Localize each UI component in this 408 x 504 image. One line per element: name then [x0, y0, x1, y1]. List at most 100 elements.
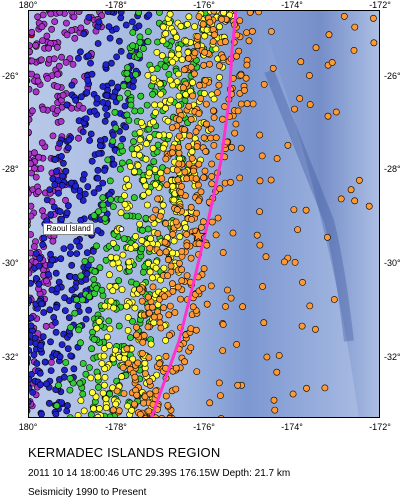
- earthquake-dot: [88, 70, 96, 78]
- earthquake-dot: [31, 149, 38, 157]
- earthquake-dot: [187, 63, 195, 71]
- earthquake-dot: [86, 137, 93, 144]
- earthquake-dot: [340, 12, 348, 20]
- earthquake-dot: [118, 159, 126, 167]
- earthquake-dot: [152, 181, 159, 188]
- earthquake-dot: [159, 23, 167, 31]
- earthquake-dot: [66, 250, 74, 257]
- earthquake-dot: [169, 230, 177, 238]
- seismicity-map[interactable]: [29, 11, 380, 418]
- earthquake-dot: [77, 272, 85, 280]
- earthquake-dot: [206, 18, 214, 26]
- earthquake-dot: [145, 11, 153, 19]
- earthquake-dot: [95, 208, 102, 215]
- earthquake-dot: [29, 398, 32, 406]
- earthquake-dot: [93, 242, 100, 250]
- earthquake-dot: [196, 82, 203, 89]
- earthquake-dot: [306, 302, 314, 310]
- earthquake-dot: [142, 182, 150, 190]
- earthquake-dot: [158, 415, 165, 417]
- earthquake-dot: [85, 14, 93, 21]
- earthquake-dot: [47, 358, 55, 366]
- earthquake-dot: [55, 381, 62, 389]
- earthquake-dot: [53, 402, 61, 410]
- earthquake-dot: [213, 89, 221, 96]
- earthquake-dot: [124, 75, 132, 83]
- earthquake-dot: [195, 110, 203, 117]
- earthquake-dot: [218, 415, 225, 417]
- earthquake-dot: [273, 368, 281, 376]
- earthquake-dot: [200, 174, 207, 181]
- earthquake-dot: [43, 196, 51, 204]
- earthquake-dot: [101, 365, 109, 373]
- earthquake-dot: [51, 181, 59, 189]
- trench-ridge-relief: [264, 69, 354, 342]
- earthquake-dot: [29, 212, 35, 220]
- earthquake-dot: [195, 197, 203, 205]
- earthquake-dot: [106, 413, 114, 417]
- earthquake-dot: [219, 249, 227, 256]
- earthquake-dot: [47, 367, 55, 374]
- earthquake-dot: [200, 90, 208, 97]
- earthquake-dot: [29, 28, 36, 36]
- earthquake-dot: [125, 182, 133, 189]
- earthquake-dot: [112, 124, 120, 132]
- earthquake-dot: [259, 283, 266, 290]
- earthquake-dot: [29, 376, 33, 383]
- earthquake-dot: [58, 181, 66, 189]
- earthquake-dot: [166, 11, 174, 18]
- earthquake-dot: [62, 359, 70, 366]
- earthquake-dot: [44, 271, 52, 278]
- earthquake-dot: [69, 61, 77, 68]
- plate-boundary-line: [150, 11, 238, 417]
- earthquake-dot: [347, 186, 355, 194]
- earthquake-dot: [64, 345, 72, 353]
- earthquake-dot: [156, 360, 163, 368]
- earthquake-dot: [176, 233, 184, 241]
- earthquake-dot: [227, 294, 235, 302]
- earthquake-dot: [64, 144, 72, 152]
- earthquake-dot: [149, 274, 156, 282]
- earthquake-dot: [79, 390, 87, 398]
- earthquake-dot: [182, 224, 190, 232]
- earthquake-dot: [197, 95, 205, 102]
- earthquake-dot: [188, 154, 196, 162]
- earthquake-dot: [162, 155, 170, 163]
- earthquake-dot: [149, 214, 157, 222]
- earthquake-dot: [164, 272, 171, 279]
- earthquake-dot: [94, 166, 102, 174]
- earthquake-dot: [96, 405, 103, 412]
- earthquake-dot: [232, 120, 240, 128]
- earthquake-dot: [86, 364, 93, 371]
- earthquake-dot: [75, 11, 83, 15]
- earthquake-dot: [109, 239, 117, 247]
- earthquake-dot: [167, 262, 175, 270]
- earthquake-dot: [116, 165, 124, 173]
- earthquake-dot: [105, 23, 113, 30]
- earthquake-dot: [73, 250, 81, 257]
- earthquake-dot: [154, 230, 162, 237]
- earthquake-dot: [139, 226, 146, 234]
- earthquake-dot: [116, 37, 123, 45]
- map-frame[interactable]: Raoul Island: [28, 10, 380, 418]
- earthquake-dot: [112, 25, 120, 33]
- earthquake-dot: [187, 203, 195, 211]
- earthquake-dot: [106, 177, 114, 185]
- earthquake-dot: [57, 118, 65, 125]
- earthquake-dot: [124, 64, 131, 72]
- earthquake-dot: [171, 309, 179, 316]
- earthquake-dot: [62, 196, 69, 204]
- earthquake-dot: [146, 244, 154, 252]
- earthquake-dot: [156, 80, 164, 88]
- earthquake-dot: [165, 331, 173, 339]
- lon-tick-label-top: -176°: [193, 0, 215, 10]
- earthquake-dot: [106, 271, 113, 279]
- earthquake-dot: [130, 138, 137, 146]
- earthquake-dot: [273, 155, 281, 162]
- earthquake-dot: [95, 150, 103, 157]
- earthquake-dot: [187, 115, 195, 123]
- earthquake-dot: [290, 206, 298, 213]
- earthquake-dot: [133, 323, 140, 331]
- earthquake-dot: [102, 256, 110, 264]
- earthquake-dot: [209, 107, 217, 115]
